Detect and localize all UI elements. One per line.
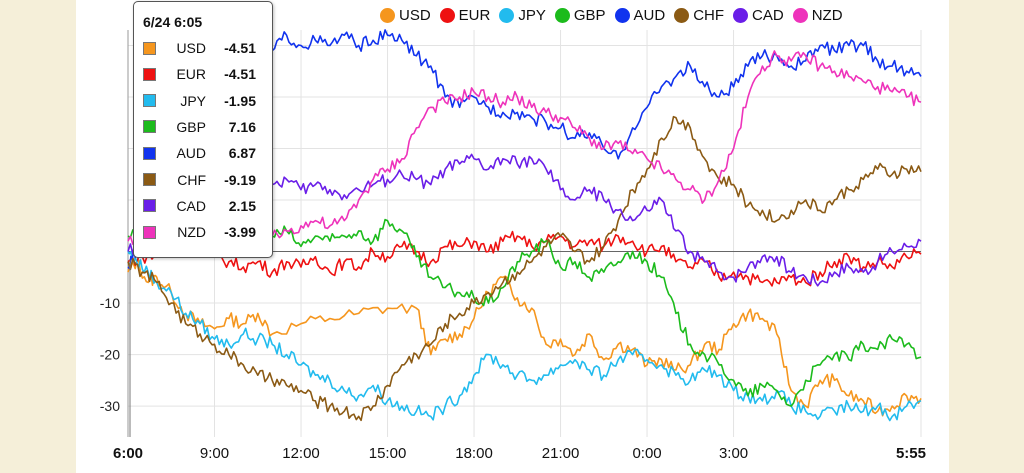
legend-dot-icon [380, 7, 395, 23]
tooltip-series-name: CHF [177, 171, 206, 188]
x-tick-label: 15:00 [369, 445, 407, 462]
legend: USD EUR JPY GBP AUD CHF CAD NZD [380, 4, 852, 26]
tooltip-row-nzd: NZD -3.99 [143, 223, 268, 241]
x-tick-label: 18:00 [455, 445, 493, 462]
tooltip-row-jpy: JPY -1.95 [143, 92, 268, 110]
legend-label: CHF [693, 6, 725, 24]
tooltip-swatch-icon [143, 120, 156, 134]
legend-label: AUD [633, 6, 666, 24]
tooltip-swatch-icon [143, 41, 156, 55]
tooltip-series-value: -4.51 [224, 66, 256, 83]
tooltip-swatch-icon [143, 67, 156, 81]
x-tick-label: 3:00 [719, 445, 748, 462]
legend-item-jpy[interactable]: JPY [499, 7, 546, 24]
x-tick-label: 12:00 [282, 445, 320, 462]
legend-label: GBP [573, 6, 606, 24]
tooltip: 6/24 6:05 USD -4.51 EUR -4.51 JPY -1.95 GBP 7.1… [133, 1, 273, 258]
series-line-eur [127, 230, 922, 287]
tooltip-series-value: 7.16 [228, 118, 256, 135]
legend-dot-icon [554, 7, 570, 23]
legend-item-nzd[interactable]: NZD [792, 6, 843, 24]
tooltip-series-name: JPY [180, 92, 206, 109]
tooltip-row-chf: CHF -9.19 [143, 171, 268, 189]
legend-label: CAD [752, 6, 784, 24]
y-tick-label: -10 [100, 295, 120, 311]
legend-dot-icon [439, 7, 455, 23]
tooltip-series-value: 2.15 [228, 197, 256, 214]
tooltip-swatch-icon [143, 225, 156, 239]
x-tick-label: 5:55 [896, 445, 926, 462]
tooltip-row-aud: AUD 6.87 [143, 144, 268, 162]
tooltip-time: 6/24 6:05 [143, 14, 203, 30]
legend-item-aud[interactable]: AUD [614, 6, 666, 24]
legend-dot-icon [614, 7, 630, 23]
legend-label: JPY [518, 6, 546, 24]
tooltip-swatch-icon [143, 146, 156, 160]
tooltip-swatch-icon [143, 199, 156, 213]
series-line-jpy [127, 250, 922, 422]
legend-item-cad[interactable]: CAD [733, 7, 784, 24]
series-line-usd [127, 259, 922, 417]
legend-label: USD [399, 6, 431, 24]
x-tick-label: 9:00 [200, 445, 229, 462]
tooltip-series-value: -4.51 [224, 40, 256, 56]
tooltip-series-value: 6.87 [228, 145, 256, 162]
tooltip-row-eur: EUR -4.51 [143, 65, 268, 83]
legend-dot-icon [733, 7, 749, 23]
legend-dot-icon [499, 7, 515, 23]
tooltip-swatch-icon [143, 94, 156, 108]
tooltip-row-cad: CAD 2.15 [143, 197, 268, 215]
legend-item-gbp[interactable]: GBP [554, 6, 606, 24]
tooltip-series-name: EUR [176, 66, 206, 83]
line-chart[interactable]: -10 -20 -30 6:00 9:00 12:00 15:00 18:00 21:00 0:0… [76, 0, 949, 473]
tooltip-series-value: -1.95 [224, 92, 256, 109]
tooltip-swatch-icon [143, 173, 156, 186]
tooltip-series-name: AUD [176, 145, 206, 162]
tooltip-series-name: CAD [176, 197, 206, 214]
legend-item-usd[interactable]: USD [380, 7, 431, 24]
legend-dot-icon [792, 7, 808, 23]
legend-label: NZD [811, 6, 843, 24]
x-tick-label: 21:00 [542, 445, 580, 462]
y-tick-label: -20 [100, 347, 120, 363]
legend-dot-icon [674, 7, 690, 23]
y-tick-label: -30 [100, 398, 120, 414]
tooltip-series-value: -9.19 [224, 171, 256, 188]
tooltip-row-usd: USD -4.51 [143, 39, 268, 57]
tooltip-row-gbp: GBP 7.16 [143, 118, 268, 136]
x-tick-label: 0:00 [632, 445, 661, 462]
legend-item-eur[interactable]: EUR [439, 6, 491, 24]
tooltip-series-name: USD [176, 40, 206, 56]
x-tick-label: 6:00 [113, 445, 143, 462]
chart-panel: -10 -20 -30 6:00 9:00 12:00 15:00 18:00 21:00 0:0… [76, 0, 949, 473]
series-line-chf [127, 115, 922, 422]
tooltip-series-value: -3.99 [224, 224, 256, 241]
tooltip-series-name: NZD [177, 224, 206, 241]
legend-label: EUR [458, 6, 491, 24]
tooltip-series-name: GBP [176, 118, 206, 135]
legend-item-chf[interactable]: CHF [674, 7, 724, 24]
